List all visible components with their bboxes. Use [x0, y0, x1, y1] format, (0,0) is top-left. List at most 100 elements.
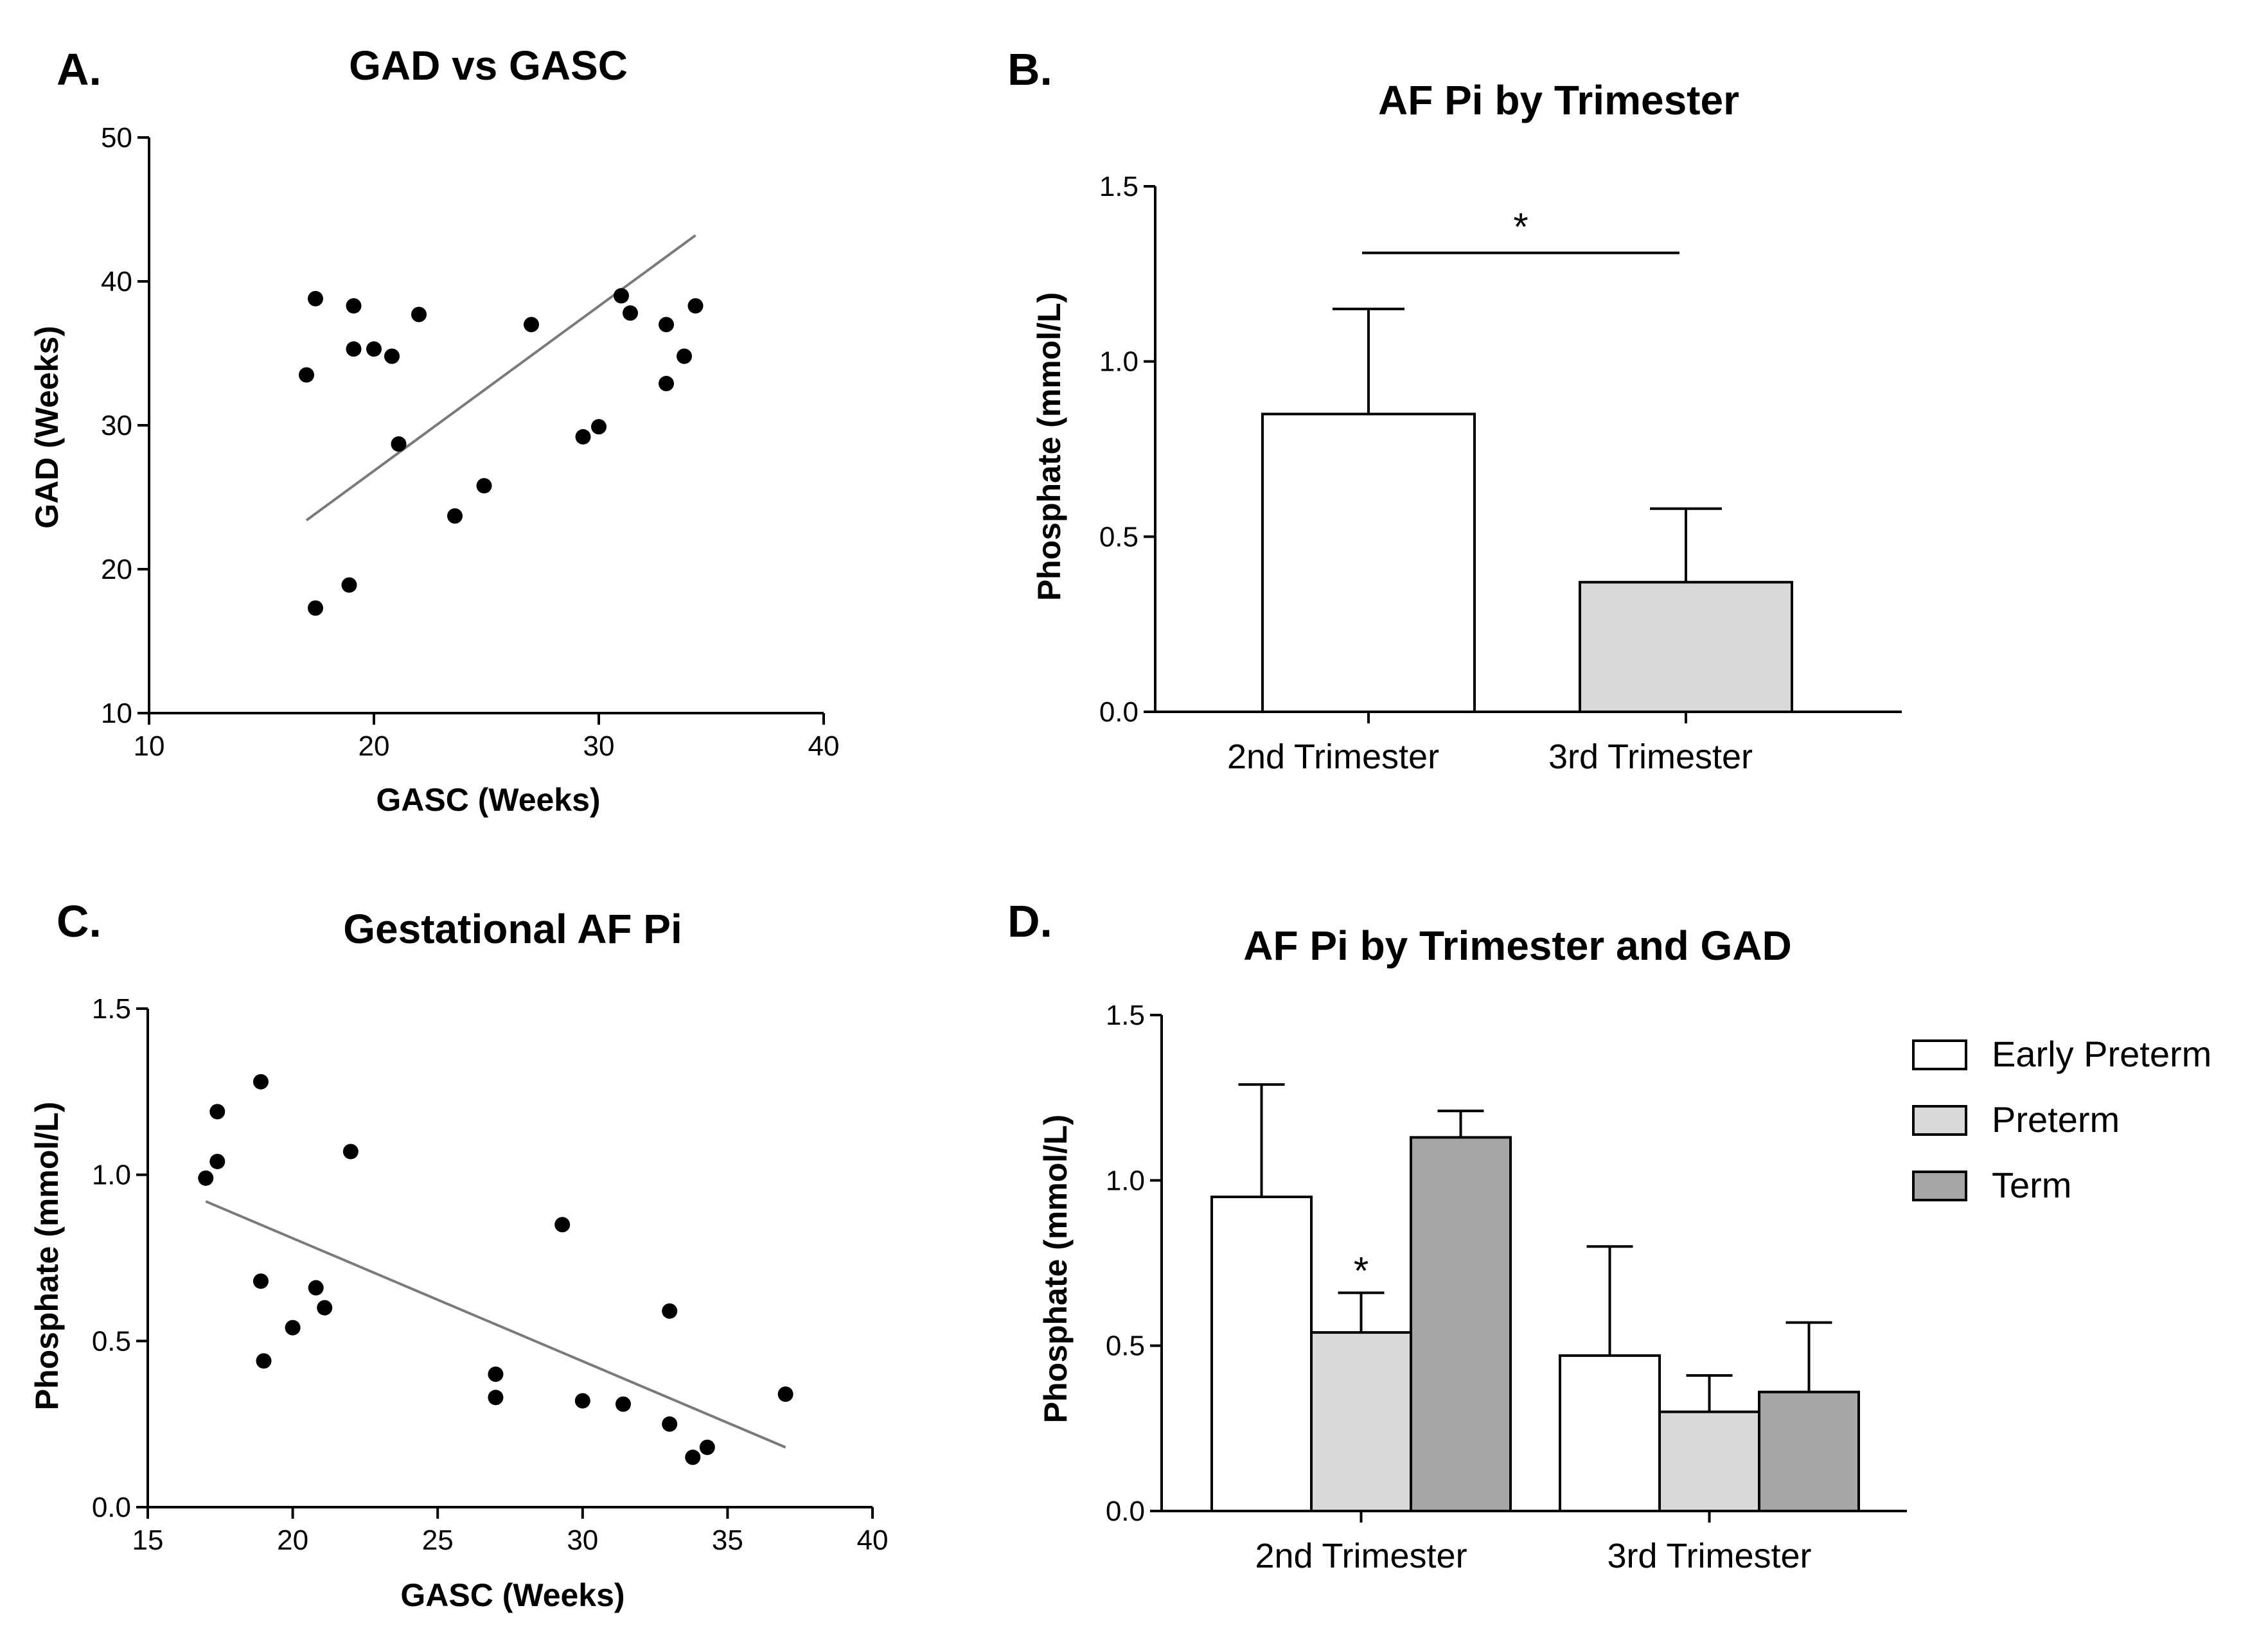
- y-tick-label-a: 10: [101, 698, 132, 729]
- bar-d: [1758, 1390, 1860, 1512]
- bar-d: [1658, 1410, 1760, 1513]
- data-point-a: [366, 341, 382, 357]
- axes-c: 0.0 0.5 1.0 1.5 15 20 25 30 35 40: [92, 993, 889, 1556]
- data-point-a: [411, 306, 427, 323]
- trend-line-a: [305, 234, 696, 522]
- bar-d: [1310, 1331, 1412, 1513]
- data-point-a: [575, 429, 591, 445]
- y-tick-label-b: 1.0: [1099, 346, 1138, 378]
- data-point-c: [488, 1366, 504, 1383]
- marks-d: *: [1210, 1083, 1860, 1513]
- y-axis-label-a: GAD (Weeks): [29, 326, 65, 529]
- data-point-c: [285, 1320, 301, 1336]
- y-tick-label-b: 0.0: [1099, 696, 1138, 728]
- significance-star-d: *: [1354, 1249, 1369, 1292]
- data-point-a: [341, 577, 357, 593]
- bar-d: [1410, 1136, 1512, 1512]
- x-tick-label-c: 35: [712, 1525, 743, 1556]
- data-point-c: [308, 1280, 324, 1296]
- marks-b: *: [1261, 206, 1793, 714]
- data-point-c: [662, 1416, 678, 1432]
- data-point-c: [342, 1144, 359, 1160]
- y-tick-label-b: 1.5: [1099, 171, 1138, 202]
- significance-star-b: *: [1513, 206, 1528, 249]
- data-point-a: [447, 508, 463, 524]
- x-tick-label-c: 30: [567, 1525, 598, 1556]
- y-tick-label-d: 0.5: [1106, 1330, 1145, 1362]
- data-point-a: [308, 600, 323, 616]
- panel-a-gad-vs-gasc: A. GAD vs GASC GASC (Weeks) GAD (Weeks) …: [29, 42, 839, 818]
- x-tick-label-a: 30: [583, 730, 615, 762]
- axes-a: 10 20 30 40 50 10 20 30 40: [101, 122, 839, 762]
- data-point-a: [391, 436, 407, 452]
- x-tick-label-a: 20: [359, 730, 390, 762]
- x-tick-label-a: 40: [808, 730, 840, 762]
- trend-line-c: [205, 1200, 786, 1449]
- marks-c: [198, 1074, 793, 1465]
- bar-b: [1579, 581, 1793, 714]
- y-tick-label-b: 0.5: [1099, 521, 1138, 552]
- panel-d-af-pi-by-trimester-and-gad: D. AF Pi by Trimester and GAD Phosphate …: [1007, 896, 2211, 1575]
- data-point-a: [346, 341, 362, 357]
- y-tick-label-a: 50: [101, 122, 132, 154]
- y-tick-label-a: 40: [101, 266, 132, 297]
- data-point-c: [699, 1439, 715, 1455]
- y-tick-label-c: 0.5: [92, 1325, 131, 1357]
- x-tick-label-c: 25: [422, 1525, 454, 1556]
- x-axis-label-c: GASC (Weeks): [400, 1577, 625, 1613]
- data-point-a: [659, 317, 674, 333]
- panel-label-d: D.: [1007, 896, 1052, 946]
- data-point-c: [554, 1217, 571, 1233]
- data-point-c: [488, 1390, 504, 1406]
- y-tick-label-c: 1.5: [92, 993, 131, 1025]
- x-tick-label-c: 40: [857, 1525, 889, 1556]
- y-axis-label-b: Phosphate (mmol/L): [1031, 292, 1067, 601]
- data-point-c: [685, 1449, 701, 1465]
- panel-label-c: C.: [57, 896, 102, 946]
- data-point-a: [524, 317, 539, 333]
- data-point-a: [677, 348, 692, 364]
- y-tick-label-a: 30: [101, 410, 132, 441]
- data-point-c: [252, 1074, 269, 1090]
- data-point-a: [384, 348, 400, 364]
- legend-swatch-d: [1912, 1039, 1967, 1070]
- category-label-b: 2nd Trimester: [1227, 738, 1439, 776]
- y-tick-label-d: 0.0: [1106, 1496, 1145, 1527]
- category-label-b: 3rd Trimester: [1548, 738, 1753, 776]
- y-axis-label-d: Phosphate (mmol/L): [1038, 1115, 1074, 1424]
- data-point-a: [687, 298, 704, 314]
- data-point-c: [777, 1386, 793, 1402]
- panel-label-a: A.: [57, 44, 102, 94]
- data-point-a: [346, 298, 362, 314]
- data-point-a: [591, 419, 607, 435]
- data-point-c: [209, 1153, 226, 1169]
- panel-b-af-pi-by-trimester: B. AF Pi by Trimester Phosphate (mmol/L)…: [1007, 44, 1902, 776]
- data-point-c: [209, 1104, 226, 1120]
- x-tick-label-c: 15: [132, 1525, 164, 1556]
- data-point-c: [252, 1273, 269, 1289]
- marks-a: [299, 234, 704, 616]
- chart-title-b: AF Pi by Trimester: [1378, 77, 1739, 123]
- y-tick-label-c: 0.0: [92, 1492, 131, 1523]
- legend-label-d: Preterm: [1992, 1099, 2120, 1140]
- data-point-a: [476, 478, 492, 494]
- data-point-a: [623, 305, 638, 321]
- data-point-c: [317, 1300, 333, 1316]
- chart-title-a: GAD vs GASC: [349, 42, 628, 89]
- legend-label-d: Term: [1992, 1165, 2071, 1205]
- data-point-c: [256, 1353, 272, 1369]
- x-tick-label-a: 10: [134, 730, 165, 762]
- panel-c-gestational-af-pi: C. Gestational AF Pi GASC (Weeks) Phosph…: [29, 896, 888, 1613]
- y-tick-label-d: 1.5: [1106, 1000, 1145, 1031]
- legend-label-d: Early Preterm: [1992, 1034, 2211, 1074]
- data-point-a: [659, 376, 674, 392]
- chart-title-c: Gestational AF Pi: [343, 906, 682, 952]
- data-point-a: [614, 288, 629, 304]
- bar-d: [1559, 1354, 1661, 1513]
- panel-label-b: B.: [1007, 44, 1052, 94]
- bar-b: [1261, 412, 1476, 713]
- y-tick-label-d: 1.0: [1106, 1165, 1145, 1196]
- legend-swatch-d: [1912, 1105, 1967, 1136]
- data-point-a: [308, 290, 323, 306]
